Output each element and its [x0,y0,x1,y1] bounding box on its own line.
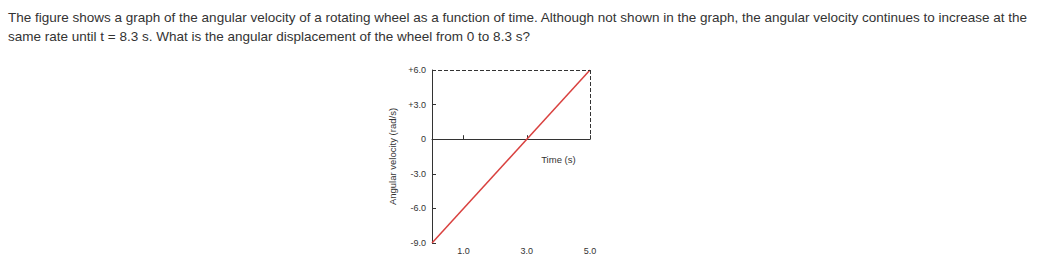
svg-text:3.0: 3.0 [521,246,534,256]
svg-text:-6.0: -6.0 [410,203,426,213]
svg-text:1.0: 1.0 [457,246,470,256]
svg-text:+6.0: +6.0 [408,65,426,75]
svg-text:+3.0: +3.0 [408,100,426,110]
svg-text:5.0: 5.0 [584,246,597,256]
svg-text:-9.0: -9.0 [410,238,426,248]
svg-text:Time (s): Time (s) [541,154,575,165]
html-text:The figure shows a graph of th: The figure shows a graph of the angular … [8,10,1028,44]
svg-text:0: 0 [421,134,426,144]
svg-text:-3.0: -3.0 [410,169,426,179]
svg-text:Angular velocity (rad/s): Angular velocity (rad/s) [387,108,398,205]
